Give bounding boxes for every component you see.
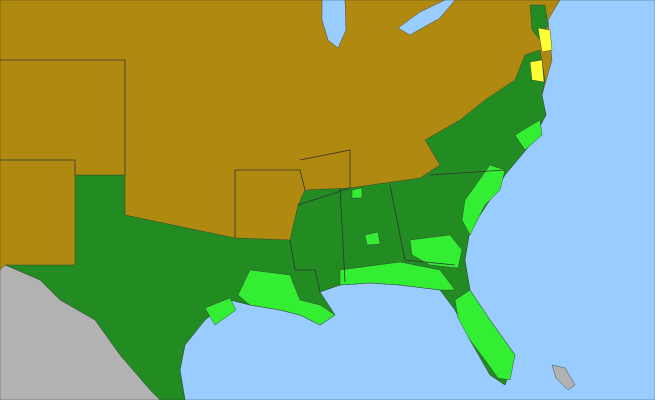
native-patches: [204, 119, 543, 381]
patch-native: [364, 231, 381, 246]
patch-native: [204, 297, 237, 326]
patch-other: [537, 27, 553, 53]
lake: [321, 0, 347, 49]
border: [0, 159, 76, 175]
patch-native: [237, 269, 336, 326]
border: [297, 149, 351, 206]
patch-native: [461, 164, 506, 236]
border: [429, 169, 506, 176]
patch-native: [339, 261, 456, 291]
border: [339, 187, 346, 283]
lake: [397, 0, 456, 36]
state-borders: [0, 59, 506, 293]
island: [551, 364, 576, 391]
patch-native: [409, 234, 463, 269]
border: [289, 239, 321, 293]
border: [389, 184, 456, 266]
patch-other: [529, 59, 545, 83]
patch-native: [454, 289, 516, 381]
border: [0, 59, 126, 175]
mexico: [0, 264, 161, 400]
patch-native: [514, 119, 543, 151]
patch-native: [351, 187, 363, 199]
border: [234, 169, 306, 238]
